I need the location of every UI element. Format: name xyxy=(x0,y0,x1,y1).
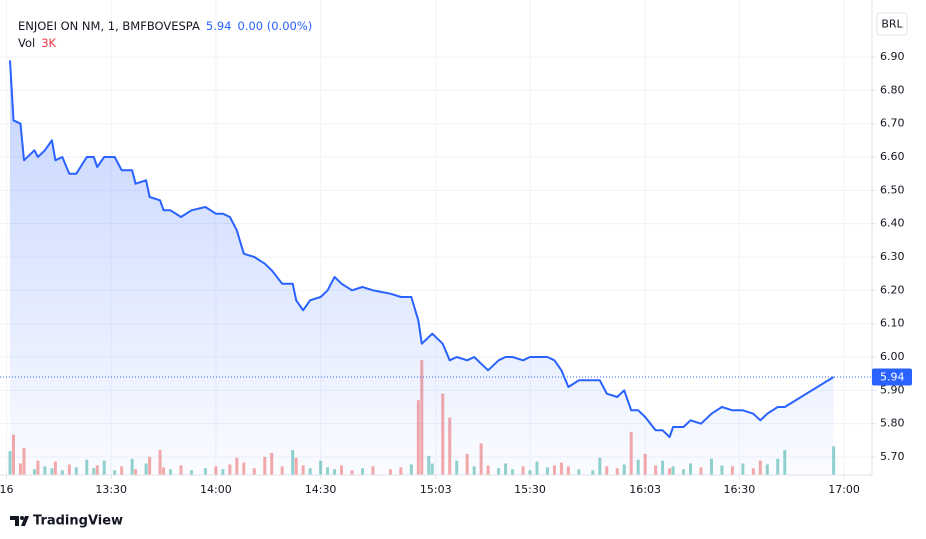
y-tick-label: 6.90 xyxy=(880,50,905,63)
y-tick-label: 6.40 xyxy=(880,217,905,230)
volume-last: 3K xyxy=(41,36,56,50)
volume-legend: Vol 3K xyxy=(18,36,57,50)
symbol: ENJOEI ON NM, 1, BMFBOVESPA xyxy=(18,19,200,33)
axes: 5.70 5.80 5.90 6.00 6.10 6.20 6.30 6.40 6.50 6.60… xyxy=(0,50,912,496)
x-tick-label: 17:00 xyxy=(828,483,860,496)
legend-header: ENJOEI ON NM, 1, BMFBOVESPA 5.94 0.00 (0.0… xyxy=(18,19,312,33)
area xyxy=(10,60,834,476)
line-layer xyxy=(0,60,872,476)
y-tick-label: 5.70 xyxy=(880,450,905,463)
price-line xyxy=(9,60,835,438)
brand: TradingView xyxy=(33,514,123,529)
volume-name: Vol xyxy=(18,36,35,50)
y-tick-label: 6.00 xyxy=(880,350,905,363)
y-tick-label: 6.80 xyxy=(880,83,905,96)
brand-logo xyxy=(10,516,29,526)
last-price-label: 5.94 xyxy=(880,371,905,384)
y-tick-label: 6.10 xyxy=(880,317,905,330)
x-tick-label: 15:03 xyxy=(420,483,452,496)
currency-box[interactable] xyxy=(876,12,908,36)
y-tick-label: 6.30 xyxy=(880,250,905,263)
last-price-tag xyxy=(872,368,912,386)
x-tick-label: 14:30 xyxy=(305,483,337,496)
y-tick-label: 6.20 xyxy=(880,283,905,296)
x-tick-label: 14:00 xyxy=(200,483,232,496)
x-tick-label: 16:30 xyxy=(724,483,756,496)
x-tick-label: 13:30 xyxy=(95,483,127,496)
x-tick-label: 15:30 xyxy=(514,483,546,496)
last-price: 5.94 xyxy=(206,19,232,33)
currency[interactable]: BRL xyxy=(881,18,903,31)
x-tick-label: 16:03 xyxy=(629,483,661,496)
y-tick-label: 6.70 xyxy=(880,117,905,130)
change: 0.00 (0.00%) xyxy=(237,19,312,33)
y-tick-label: 5.90 xyxy=(880,383,905,396)
y-tick-label: 6.60 xyxy=(880,150,905,163)
y-tick-label: 5.80 xyxy=(880,417,905,430)
y-tick-label: 6.50 xyxy=(880,183,905,196)
volume-bar xyxy=(832,446,836,475)
x-tick-label: 16 xyxy=(0,483,14,496)
